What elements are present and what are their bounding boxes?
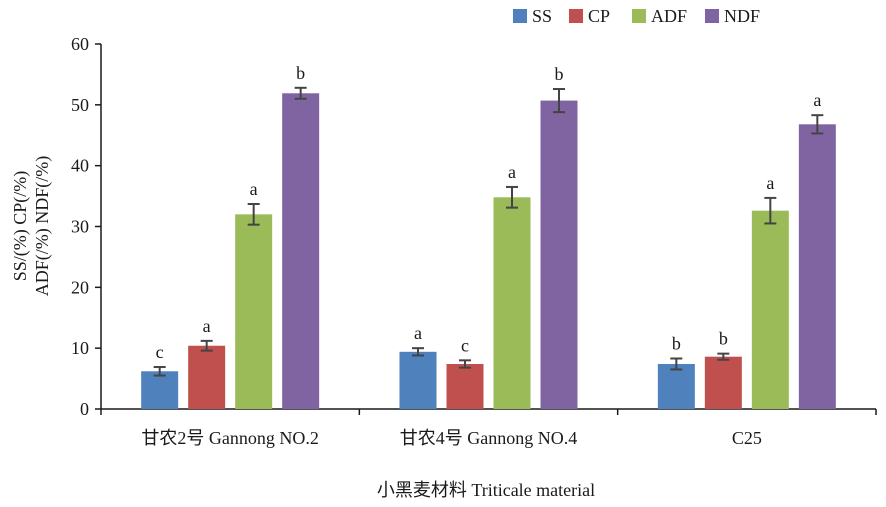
significance-letter: b — [296, 63, 305, 83]
y-tick-label: 30 — [71, 217, 89, 237]
legend-label-adf: ADF — [651, 6, 687, 26]
legend: SS CP ADF NDF — [513, 6, 760, 26]
x-category-label: C25 — [732, 428, 762, 448]
bar-ss — [657, 363, 695, 409]
bar-ndf — [282, 93, 320, 410]
significance-letter: b — [555, 64, 564, 84]
bar-cp — [704, 356, 742, 409]
significance-letter: c — [461, 335, 469, 355]
significance-letter: b — [719, 329, 728, 349]
y-tick-label: 50 — [71, 95, 89, 115]
legend-swatch-adf — [632, 9, 646, 23]
y-axis-title-line-2: ADF(/%) NDF(/%) — [32, 156, 53, 296]
x-category-label: 甘农2号 Gannong NO.2 — [141, 428, 319, 448]
significance-letter: a — [508, 162, 516, 182]
significance-letter: a — [813, 90, 821, 110]
bar-adf — [751, 210, 789, 409]
significance-letter: a — [414, 323, 422, 343]
x-category-label: 甘农4号 Gannong NO.4 — [400, 428, 578, 448]
legend-label-ss: SS — [532, 6, 552, 26]
bar-ss — [141, 371, 179, 409]
legend-label-ndf: NDF — [724, 6, 760, 26]
x-axis-title: 小黑麦材料 Triticale material — [377, 480, 595, 500]
bar-ndf — [540, 100, 578, 409]
legend-swatch-cp — [569, 9, 583, 23]
y-tick-label: 20 — [71, 277, 89, 297]
bar-adf — [235, 214, 273, 409]
y-tick-label: 60 — [71, 34, 89, 54]
significance-letter: a — [250, 179, 258, 199]
legend-swatch-ndf — [705, 9, 719, 23]
legend-label-cp: CP — [588, 6, 610, 26]
bar-ndf — [798, 124, 836, 410]
bar-cp — [188, 345, 226, 409]
plot-area: 0 10 20 30 40 50 60 c a a b 甘农2号 Gannong NO.2 a c a b 甘农… — [71, 34, 877, 448]
y-tick-label: 40 — [71, 156, 89, 176]
significance-letter: a — [203, 316, 211, 336]
significance-letter: b — [672, 334, 681, 354]
bar-adf — [493, 197, 531, 409]
y-tick-label: 10 — [71, 338, 89, 358]
bar-ss — [399, 351, 437, 409]
bar-cp — [446, 363, 484, 409]
significance-letter: a — [766, 173, 774, 193]
significance-letter: c — [156, 342, 164, 362]
y-axis-title-line-1: SS/(%) CP(/%) — [10, 171, 31, 282]
legend-swatch-ss — [513, 9, 527, 23]
y-tick-label: 0 — [80, 399, 89, 419]
